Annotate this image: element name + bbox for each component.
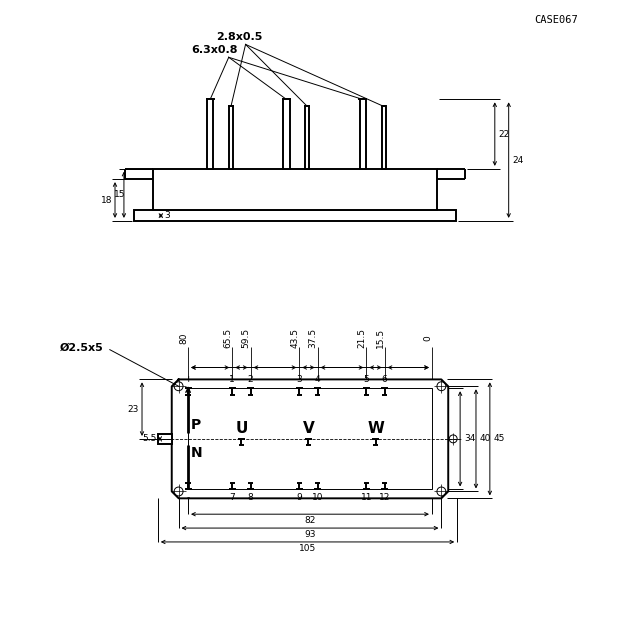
Text: W: W <box>367 421 384 436</box>
Text: 2.8x0.5: 2.8x0.5 <box>216 32 262 43</box>
Text: CASE067: CASE067 <box>534 14 578 24</box>
Text: 3: 3 <box>164 211 170 220</box>
Text: 18: 18 <box>101 196 112 204</box>
Text: 1: 1 <box>230 376 235 384</box>
Text: 5: 5 <box>363 376 369 384</box>
Text: 10: 10 <box>312 493 323 502</box>
Text: 22: 22 <box>499 129 510 139</box>
Text: 40: 40 <box>480 434 491 443</box>
Text: 7: 7 <box>230 493 235 502</box>
Text: Ø2.5x5: Ø2.5x5 <box>60 342 104 352</box>
Text: P: P <box>191 418 201 432</box>
Bar <box>188 388 432 489</box>
Text: 15: 15 <box>114 190 126 199</box>
Bar <box>283 99 289 169</box>
Bar <box>207 99 213 169</box>
Text: 11: 11 <box>360 493 372 502</box>
Text: 2: 2 <box>248 376 254 384</box>
Text: 8: 8 <box>247 493 254 502</box>
Text: +: + <box>184 376 192 384</box>
Text: 12: 12 <box>379 493 391 502</box>
Bar <box>229 106 233 169</box>
Text: U: U <box>235 421 247 436</box>
Text: 65.5: 65.5 <box>223 328 232 348</box>
Text: 4: 4 <box>315 376 320 384</box>
Text: N: N <box>191 446 203 460</box>
Text: 45: 45 <box>494 434 505 443</box>
Text: 80: 80 <box>179 332 188 344</box>
Text: 0: 0 <box>423 335 432 341</box>
Text: 23: 23 <box>128 404 139 414</box>
Text: 24: 24 <box>513 156 524 164</box>
Text: 105: 105 <box>299 544 316 553</box>
Text: -: - <box>186 493 189 502</box>
Text: 82: 82 <box>304 516 316 525</box>
Text: 93: 93 <box>304 530 316 539</box>
Bar <box>305 106 309 169</box>
Text: 37.5: 37.5 <box>308 328 318 348</box>
Text: 5.5: 5.5 <box>143 434 157 443</box>
Text: 9: 9 <box>296 493 302 502</box>
Text: 21.5: 21.5 <box>357 328 366 348</box>
Bar <box>360 99 366 169</box>
Text: 43.5: 43.5 <box>291 328 299 348</box>
Text: 3: 3 <box>296 376 302 384</box>
Text: 6.3x0.8: 6.3x0.8 <box>191 45 238 55</box>
Bar <box>158 434 172 444</box>
Text: 59.5: 59.5 <box>242 328 251 348</box>
Bar <box>153 169 437 211</box>
Text: V: V <box>302 421 314 436</box>
Bar <box>381 106 386 169</box>
Bar <box>134 211 457 221</box>
Text: 34: 34 <box>464 434 476 443</box>
Text: 15.5: 15.5 <box>376 328 384 348</box>
Text: 6: 6 <box>382 376 387 384</box>
